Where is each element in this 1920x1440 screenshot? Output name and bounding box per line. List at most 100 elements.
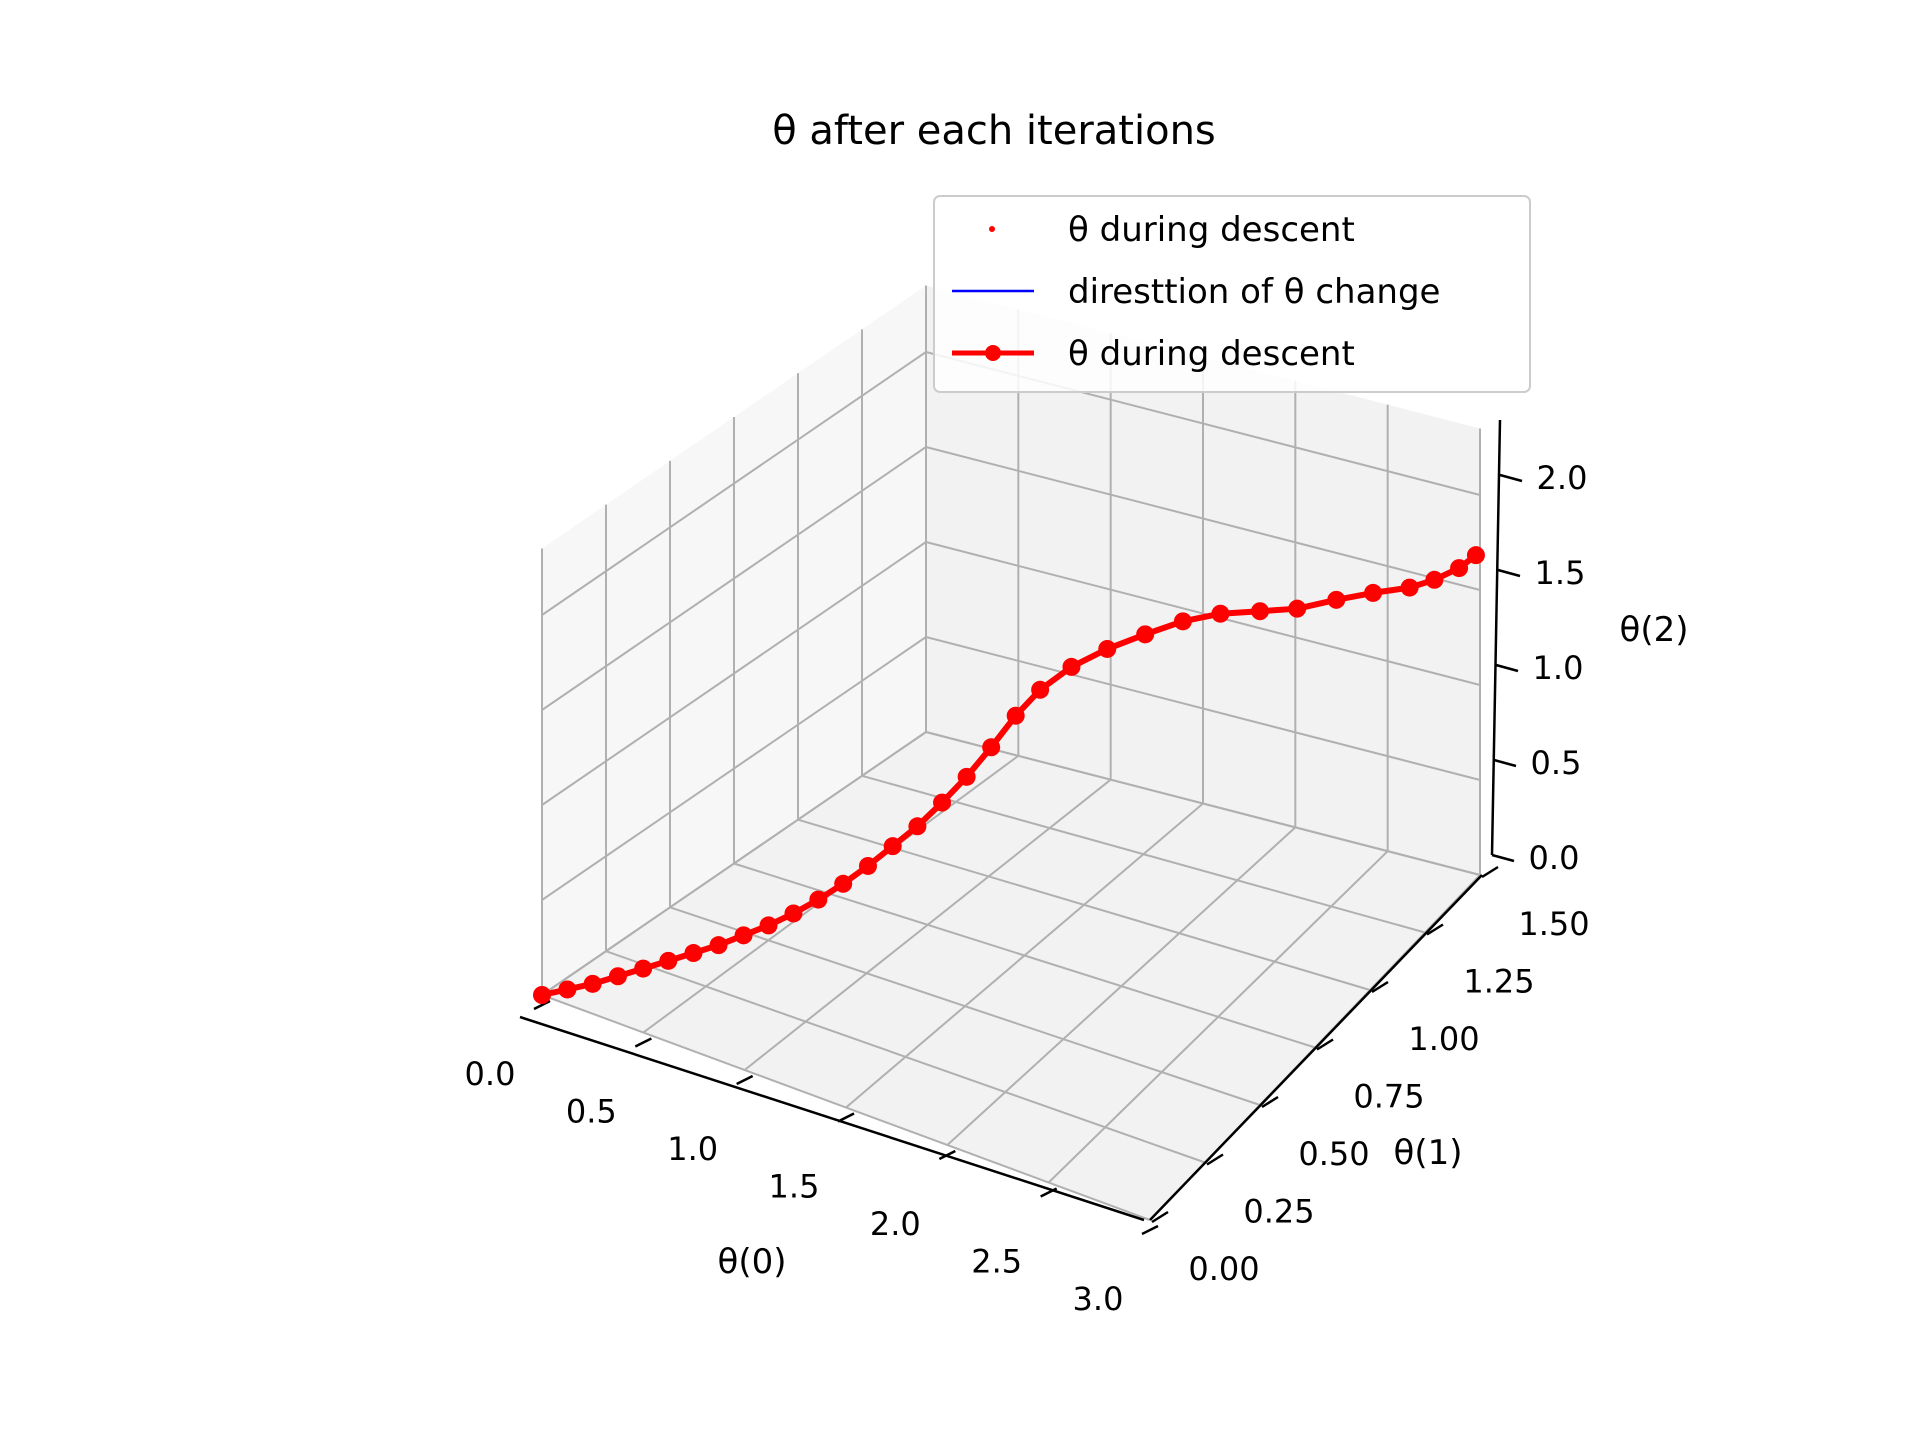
x-tick-label: 0.0: [465, 1055, 516, 1093]
x-tick-mark: [1141, 1224, 1159, 1236]
axes-grid: [541, 285, 1481, 1221]
grid-line-z-side: [541, 731, 927, 996]
data-point: [583, 974, 602, 993]
data-point: [1425, 570, 1444, 589]
data-point: [558, 980, 577, 999]
grid-line-z-back: [925, 731, 1481, 876]
data-point: [1450, 559, 1469, 578]
data-point: [1062, 657, 1081, 676]
grid-line-z-side: [541, 351, 927, 616]
z-tick-label: 0.0: [1529, 839, 1580, 877]
data-point: [784, 904, 803, 923]
x-tick-mark: [1040, 1187, 1058, 1198]
legend-entry: θ during descent: [989, 210, 1355, 250]
y-tick-mark: [1206, 1153, 1224, 1166]
y-tick-mark: [1316, 1038, 1334, 1051]
data-point: [684, 944, 703, 963]
grid-line-z-side: [541, 636, 927, 901]
y-tick-label: 1.00: [1408, 1020, 1479, 1058]
x-tick-label: 1.0: [667, 1130, 718, 1168]
axis-lines: 0.0 0.5 1.0 1.5 2.0 2.5 3.0 0.00 0.25 0.50 0.75 1.0…: [465, 419, 1590, 1318]
legend-label: diresttion of θ change: [1068, 272, 1440, 312]
grid-line-z-back: [925, 446, 1481, 591]
grid-line-z-back: [925, 636, 1481, 781]
data-point: [809, 890, 828, 909]
data-point: [634, 959, 653, 978]
legend-label: θ during descent: [1068, 210, 1355, 250]
data-point: [1211, 604, 1230, 623]
data-point: [933, 793, 952, 812]
data-point: [1136, 625, 1155, 644]
y-axis-line: [1149, 874, 1483, 1221]
x-tick-label: 1.5: [769, 1168, 820, 1206]
x-tick-label: 2.0: [870, 1205, 921, 1243]
z-tick-label: 1.5: [1535, 554, 1586, 592]
axes-panes: [542, 285, 1480, 1220]
legend-frame: [933, 195, 1531, 393]
data-point: [1031, 680, 1050, 699]
y-tick-label: 1.25: [1463, 963, 1534, 1001]
z-tick-mark: [1491, 853, 1515, 863]
data-series: [533, 546, 1485, 1004]
legend-entry: diresttion of θ change: [952, 272, 1440, 312]
data-point: [858, 856, 877, 875]
data-point: [1466, 546, 1485, 565]
x-tick-mark: [938, 1149, 956, 1161]
x-tick-label: 0.5: [566, 1093, 617, 1131]
y-tick-mark: [1151, 1210, 1169, 1224]
data-point: [883, 837, 902, 856]
grid-line-y-floor: [605, 950, 1206, 1164]
grid-line-y-floor: [541, 994, 1151, 1221]
z-axis-line: [1490, 419, 1502, 856]
data-point: [982, 738, 1001, 757]
y-axis-label: θ(1): [1394, 1133, 1463, 1173]
data-point: [659, 951, 678, 970]
y-tick-mark: [1426, 923, 1444, 936]
data-point: [1327, 590, 1346, 609]
x-tick-mark: [837, 1112, 855, 1123]
x-tick-mark: [533, 999, 551, 1011]
data-point: [957, 767, 976, 786]
y-tick-mark: [1261, 1095, 1279, 1109]
data-point: [734, 926, 753, 945]
y-tick-label: 0.25: [1243, 1193, 1314, 1231]
grid-line-y-floor: [861, 774, 1426, 934]
data-point: [834, 874, 853, 893]
z-tick-mark: [1493, 758, 1517, 768]
data-point: [1400, 578, 1419, 597]
y-tick-label: 0.50: [1298, 1135, 1369, 1173]
z-tick-mark: [1497, 568, 1521, 578]
y-tick-label: 0.75: [1353, 1078, 1424, 1116]
chart-title: θ after each iterations: [772, 108, 1216, 154]
z-tick-mark: [1495, 663, 1519, 673]
y-tick-label: 1.50: [1518, 905, 1589, 943]
y-tick-mark: [1371, 980, 1389, 994]
data-point: [1364, 583, 1383, 602]
x-tick-mark: [634, 1037, 652, 1048]
data-point: [533, 986, 551, 1004]
z-tick-label: 1.0: [1533, 649, 1584, 687]
series-line: [541, 552, 1478, 998]
y-tick-mark: [1481, 865, 1499, 879]
data-point: [1098, 639, 1117, 658]
data-point: [1288, 599, 1307, 618]
y-tick-label: 0.00: [1188, 1250, 1259, 1288]
x-axis-line: [519, 1015, 1145, 1222]
legend-label: θ during descent: [1068, 334, 1355, 374]
z-tick-label: 2.0: [1537, 459, 1588, 497]
floor-pane: [542, 732, 1480, 1220]
legend-entry: θ during descent: [952, 334, 1355, 374]
data-point: [1006, 706, 1025, 725]
legend: θ during descent diresttion of θ change θ …: [933, 195, 1531, 393]
data-point: [709, 936, 728, 955]
grid-line-z-back: [925, 541, 1481, 686]
data-point: [608, 967, 627, 986]
grid-line-z-side: [541, 446, 927, 711]
z-tick-label: 0.5: [1531, 744, 1582, 782]
legend-swatch-point: [989, 226, 995, 232]
x-axis-label: θ(0): [718, 1242, 787, 1282]
data-point: [908, 817, 927, 836]
legend-swatch-marker: [985, 345, 1001, 361]
grid-line-y-floor: [669, 906, 1261, 1106]
